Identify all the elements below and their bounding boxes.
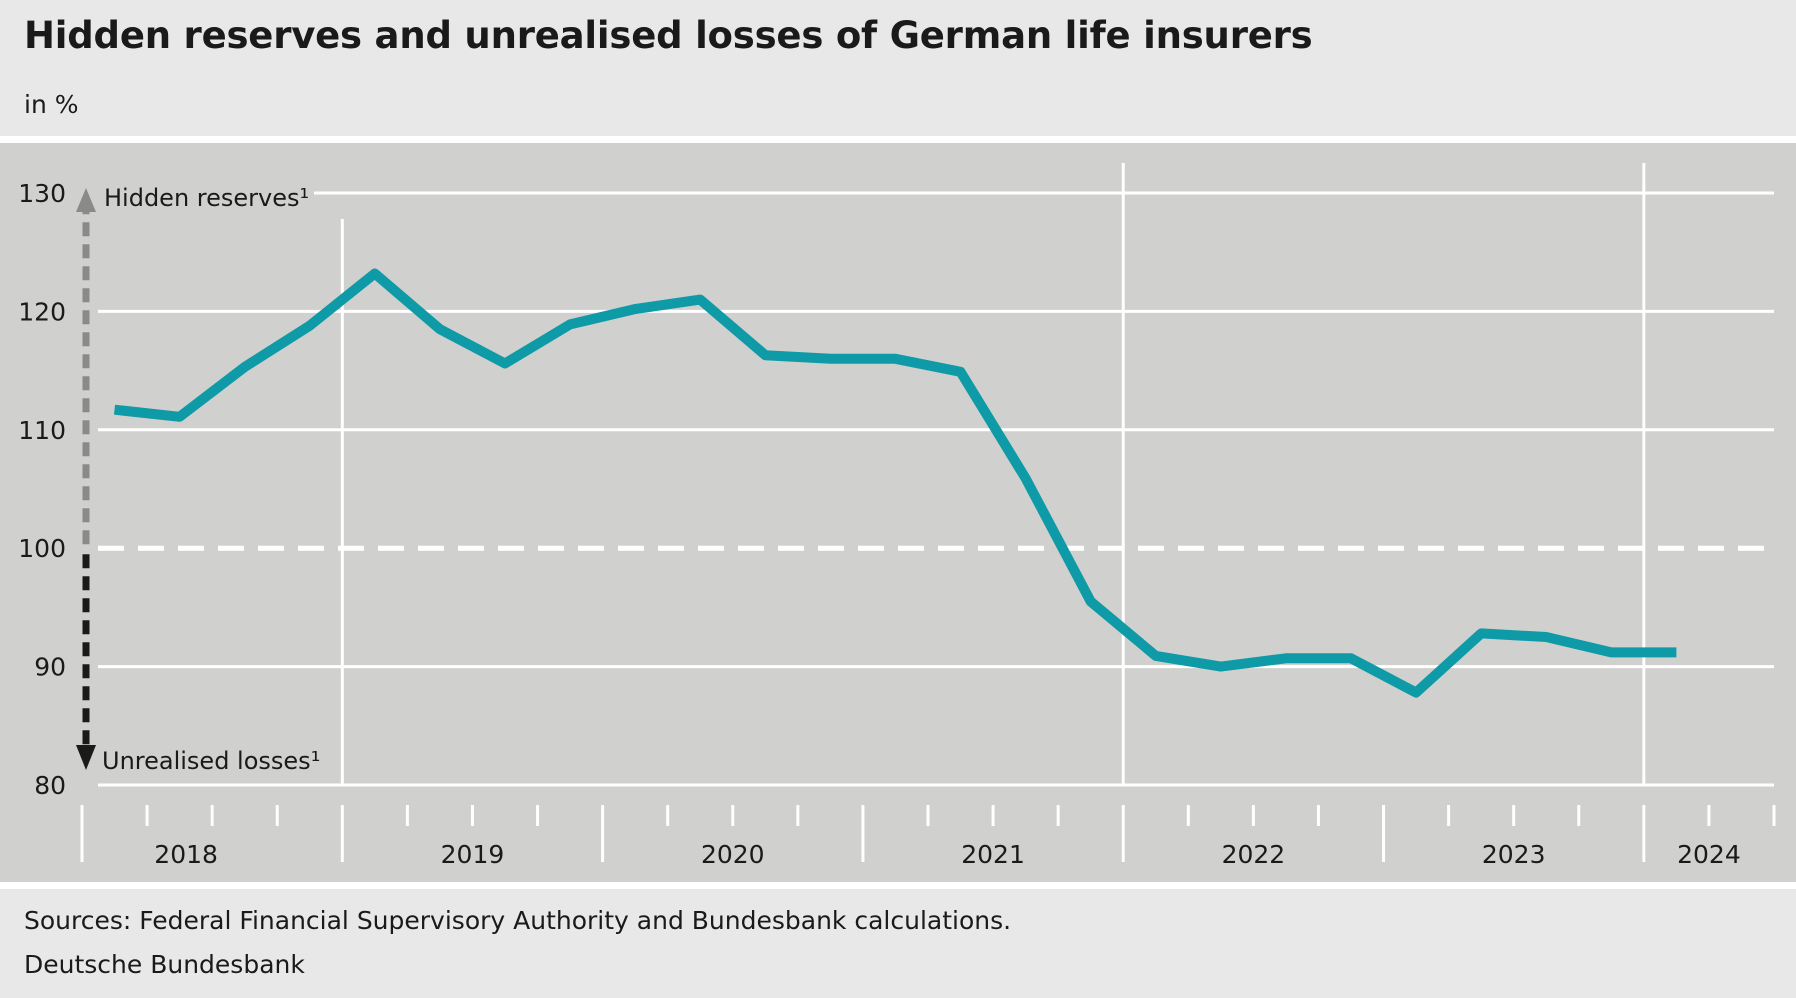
x-axis-ticks	[80, 805, 1776, 862]
series-layer	[113, 268, 1677, 698]
x-year-label: 2022	[1222, 840, 1286, 869]
y-tick-label: 120	[18, 297, 66, 326]
y-axis-labels: 80 90 100 110 120 130	[18, 179, 66, 800]
x-axis-labels: 2018 2019 2020 2021 2022 2023 2024	[154, 840, 1740, 869]
x-year-label: 2021	[961, 840, 1025, 869]
publisher-note: Deutsche Bundesbank	[24, 950, 305, 979]
annotation-layer: Hidden reserves¹ Unrealised losses¹	[102, 184, 320, 775]
y-tick-label: 100	[18, 534, 66, 563]
grid-layer	[98, 163, 1774, 787]
x-year-label: 2024	[1677, 840, 1741, 869]
unrealised-losses-label: Unrealised losses¹	[102, 747, 320, 775]
arrow-up-head	[76, 188, 96, 212]
source-note: Sources: Federal Financial Supervisory A…	[24, 906, 1012, 935]
x-year-label: 2023	[1482, 840, 1546, 869]
reserve-loss-arrow	[76, 188, 96, 770]
bottom-divider	[0, 882, 1796, 889]
unit-label: in %	[24, 90, 79, 119]
y-tick-label: 90	[34, 653, 66, 682]
x-year-label: 2020	[701, 840, 765, 869]
y-tick-label: 130	[18, 179, 66, 208]
y-tick-label: 110	[18, 416, 66, 445]
series-line	[113, 268, 1677, 698]
arrow-down-head	[76, 745, 96, 770]
x-year-label: 2018	[154, 840, 218, 869]
chart-title: Hidden reserves and unrealised losses of…	[24, 14, 1313, 57]
hidden-reserves-label: Hidden reserves¹	[104, 184, 309, 212]
plot-panel	[0, 143, 1796, 882]
y-tick-label: 80	[34, 771, 66, 800]
top-divider	[0, 136, 1796, 143]
x-year-label: 2019	[441, 840, 505, 869]
